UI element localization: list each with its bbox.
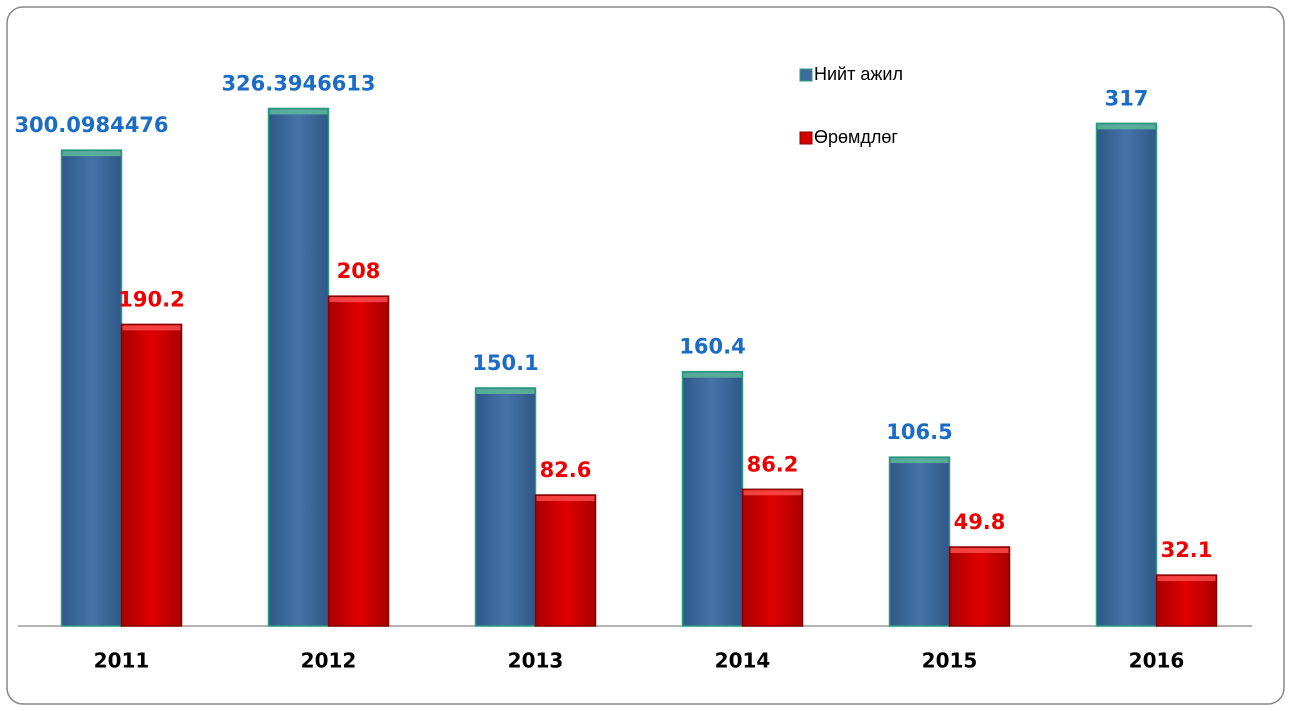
x-tick-label: 2014: [715, 649, 771, 673]
x-tick-label: 2016: [1129, 649, 1185, 673]
legend-label: Нийт ажил: [814, 64, 903, 84]
frame: [6, 6, 1285, 705]
bar-bevel: [1157, 576, 1216, 582]
bar: [327, 295, 390, 627]
bar-bevel: [950, 548, 1009, 554]
bar: [888, 456, 951, 627]
legend-swatch: [799, 68, 813, 82]
value-label: 106.5: [886, 420, 952, 444]
bar-bevel: [536, 496, 595, 502]
bar: [681, 370, 744, 627]
value-label: 190.2: [118, 287, 184, 311]
value-label: 326.3946613: [221, 71, 375, 95]
bar-bevel: [269, 109, 328, 115]
bar-bevel: [1097, 124, 1156, 130]
bar-bevel: [683, 372, 742, 378]
value-label: 49.8: [954, 510, 1006, 534]
bar: [1155, 574, 1218, 627]
value-label: 150.1: [472, 351, 538, 375]
bar-bevel: [890, 458, 949, 464]
bar-bevel: [122, 325, 181, 331]
bar-bevel: [329, 297, 388, 303]
x-tick-label: 2011: [94, 649, 150, 673]
bar: [534, 494, 597, 627]
bar: [948, 546, 1011, 627]
value-label: 208: [337, 259, 381, 283]
bar: [120, 323, 183, 627]
value-label: 82.6: [540, 458, 592, 482]
bar-bevel: [476, 388, 535, 394]
value-label: 32.1: [1161, 538, 1213, 562]
x-tick-label: 2012: [301, 649, 357, 673]
value-label: 317: [1105, 86, 1149, 110]
bar-bevel: [62, 151, 121, 157]
value-label: 160.4: [679, 335, 745, 359]
x-tick-label: 2015: [922, 649, 978, 673]
value-label: 86.2: [747, 452, 799, 476]
value-label: 300.0984476: [14, 113, 168, 137]
legend-label: Өрөмдлөг: [814, 127, 898, 147]
bar: [741, 488, 804, 627]
bar: [267, 107, 330, 627]
legend-swatch: [799, 131, 813, 145]
bar: [60, 149, 123, 627]
bar-bevel: [743, 490, 802, 496]
x-tick-label: 2013: [508, 649, 564, 673]
bar: [1095, 122, 1158, 627]
bar: [474, 387, 537, 627]
